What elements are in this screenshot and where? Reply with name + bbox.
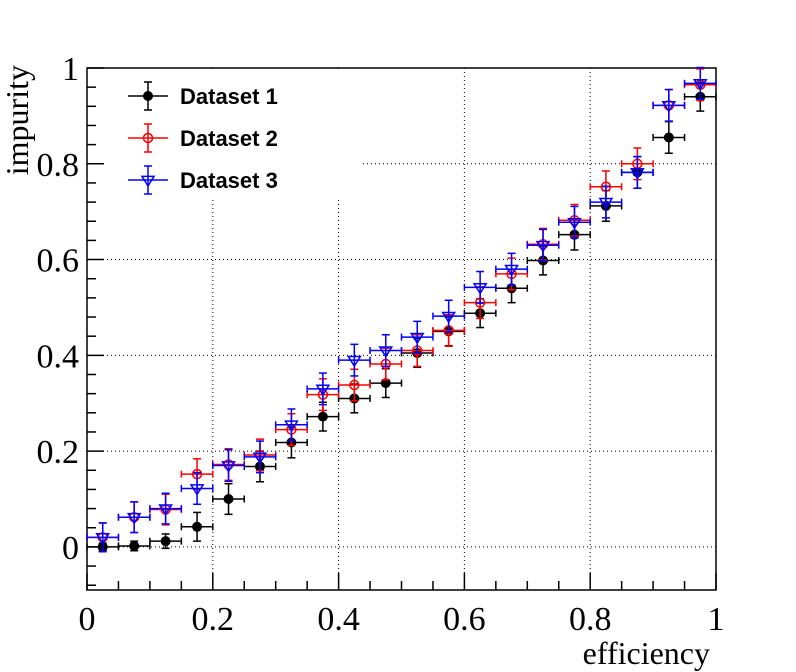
marker — [346, 355, 362, 368]
y-tick-label-1: 0.2 — [37, 434, 80, 471]
marker — [378, 346, 394, 358]
data-point — [306, 401, 340, 432]
marker — [221, 461, 236, 473]
data-point — [369, 333, 403, 368]
marker — [472, 282, 488, 295]
y-tick-label-4: 0.8 — [37, 147, 80, 184]
marker — [598, 197, 614, 210]
legend-marker — [140, 175, 156, 188]
marker — [160, 536, 171, 547]
x-axis-title: efficiency — [583, 635, 710, 671]
data-series — [86, 66, 717, 553]
x-tick-label-0: 0 — [79, 601, 96, 638]
marker — [441, 311, 457, 324]
legend-label: Dataset 1 — [180, 84, 278, 109]
legend-marker — [142, 132, 154, 144]
marker — [567, 217, 582, 230]
marker — [126, 512, 142, 525]
data-point — [337, 343, 371, 377]
marker — [661, 101, 677, 113]
marker — [663, 132, 674, 143]
data-point — [558, 205, 591, 239]
x-tick-label-4: 0.8 — [569, 601, 612, 638]
legend-label: Dataset 3 — [180, 168, 278, 193]
data-point — [149, 533, 183, 550]
marker — [284, 420, 299, 433]
marker — [223, 494, 234, 505]
marker — [129, 540, 140, 551]
data-point — [212, 448, 245, 483]
data-point — [589, 185, 623, 219]
data-point — [652, 88, 686, 122]
y-axis-title: impurity — [0, 65, 35, 175]
marker — [349, 379, 360, 391]
marker — [158, 504, 173, 517]
legend-entry-3: Dataset 3 — [128, 165, 278, 195]
y-tick-label-3: 0.6 — [37, 243, 80, 280]
legend: Dataset 1 Dataset 2 Dataset 3 — [105, 72, 360, 200]
data-point — [495, 252, 529, 286]
legend-label: Dataset 2 — [180, 126, 278, 151]
legend-entry-1: Dataset 1 — [128, 81, 278, 111]
marker — [317, 411, 328, 422]
x-tick-label-5: 1 — [708, 601, 725, 638]
tick-labels: 0 0.2 0.4 0.6 0.8 1 0 0.2 0.4 0.6 0.8 1 — [37, 51, 725, 638]
data-point — [432, 299, 466, 333]
marker — [535, 240, 551, 253]
data-point — [243, 440, 277, 474]
series-3 — [86, 66, 717, 553]
marker — [630, 168, 645, 180]
marker — [189, 484, 205, 496]
marker — [409, 332, 425, 345]
data-point — [306, 372, 340, 406]
data-point — [526, 228, 560, 262]
data-point — [463, 270, 497, 304]
data-point — [86, 522, 120, 553]
axis-ticks — [86, 67, 717, 590]
legend-entry-2: Dataset 2 — [128, 123, 278, 153]
data-point — [180, 511, 214, 542]
data-point — [117, 540, 151, 552]
marker — [315, 384, 331, 397]
data-point — [400, 320, 434, 354]
data-point — [149, 492, 183, 525]
x-tick-label-2: 0.4 — [317, 601, 360, 638]
data-point — [212, 482, 245, 516]
x-tick-label-1: 0.2 — [192, 601, 235, 638]
y-tick-label-0: 0 — [62, 530, 79, 567]
data-point — [369, 367, 403, 399]
data-point — [274, 408, 308, 442]
marker — [192, 521, 203, 532]
y-tick-label-2: 0.4 — [37, 338, 80, 375]
marker — [252, 452, 268, 465]
x-tick-label-3: 0.6 — [443, 601, 486, 638]
marker — [692, 78, 708, 91]
y-tick-label-5: 1 — [62, 51, 79, 88]
data-point — [620, 155, 654, 189]
data-point — [683, 66, 717, 100]
legend-marker — [143, 91, 153, 101]
data-point — [180, 471, 214, 506]
data-point — [117, 501, 151, 534]
marker — [504, 264, 519, 277]
marker — [95, 532, 111, 545]
